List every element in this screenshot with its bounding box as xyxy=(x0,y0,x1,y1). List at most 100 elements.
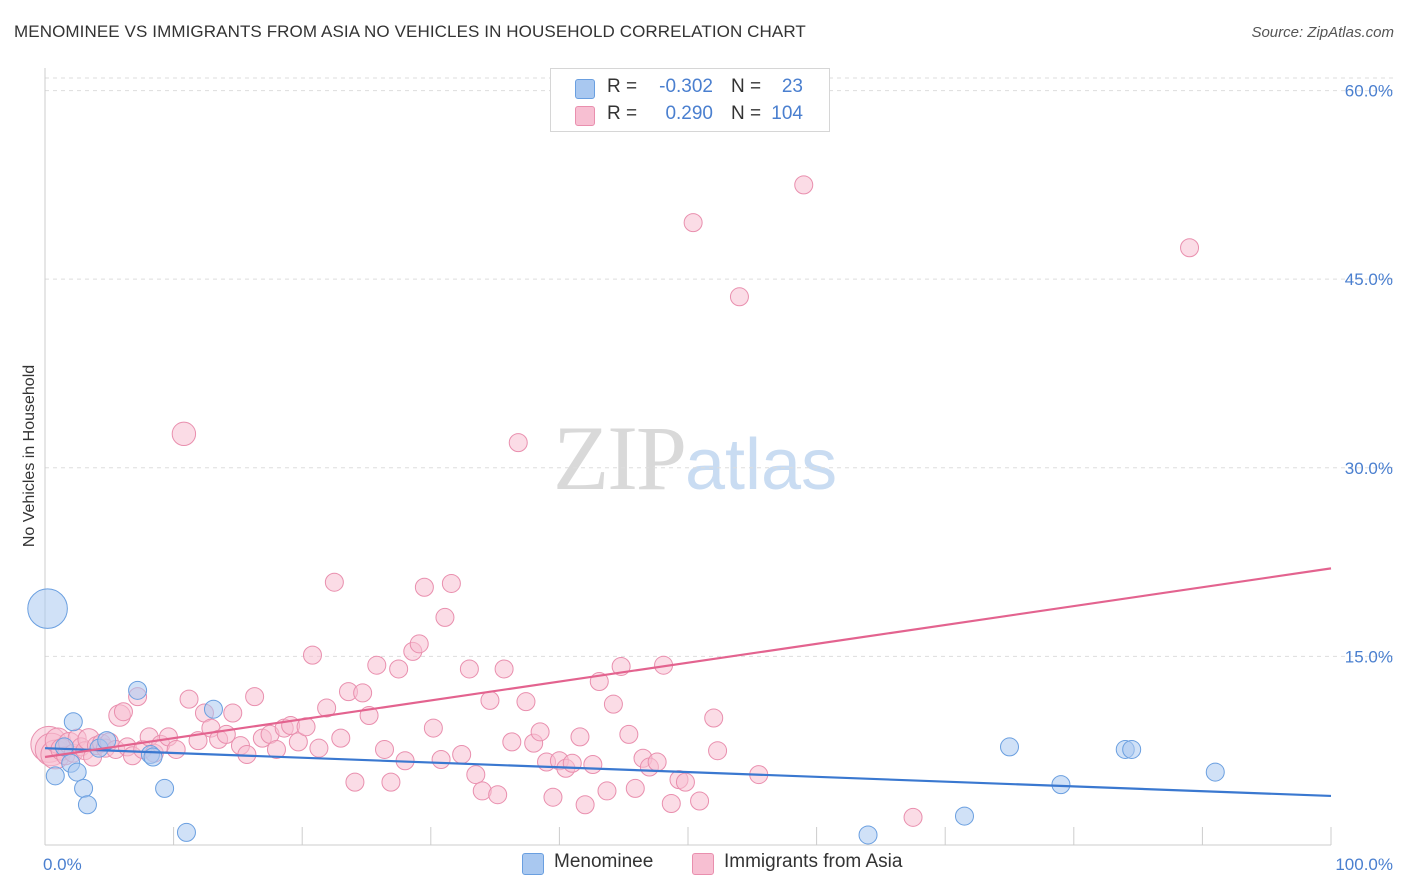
asia-point xyxy=(625,778,645,798)
legend-row-asia: R = 0.290 N = 104 xyxy=(551,102,829,128)
asia-point xyxy=(389,659,409,679)
y-tick-label: 45.0% xyxy=(1345,270,1393,289)
menominee-point xyxy=(54,737,74,757)
asia-point xyxy=(441,573,461,593)
asia-point xyxy=(288,732,308,752)
asia-point xyxy=(704,708,724,728)
axis-layer xyxy=(44,68,1332,846)
tick-layer: 15.0% 30.0% 45.0% 60.0% 0.0% 100.0% xyxy=(43,82,1393,874)
legend-r-value: 0.290 xyxy=(665,103,713,124)
legend-r-value: -0.302 xyxy=(659,76,713,97)
asia-trend-line xyxy=(44,567,1332,759)
asia-point xyxy=(431,749,451,769)
asia-point xyxy=(245,687,265,707)
menominee-trend-line xyxy=(44,747,1332,798)
legend-n-label: N = xyxy=(731,103,762,124)
asia-point xyxy=(435,607,455,627)
menominee-points xyxy=(27,588,1225,845)
series-label-menominee: Menominee xyxy=(554,851,654,872)
asia-point xyxy=(367,655,387,675)
asia-point xyxy=(583,755,603,775)
asia-point xyxy=(409,634,429,654)
trend-layer xyxy=(44,567,1332,798)
asia-point xyxy=(266,739,286,759)
grid-layer xyxy=(45,77,1393,657)
menominee-point xyxy=(155,778,175,798)
asia-point xyxy=(302,645,322,665)
legend-swatch-menominee xyxy=(575,79,595,99)
asia-point xyxy=(794,175,814,195)
asia-point xyxy=(375,739,395,759)
asia-point xyxy=(675,772,695,792)
menominee-point xyxy=(77,795,97,815)
asia-point xyxy=(480,690,500,710)
asia-point xyxy=(309,738,329,758)
legend-swatch-asia xyxy=(575,106,595,126)
legend-r-label: R = xyxy=(607,76,638,97)
y-axis-label: No Vehicles in Household xyxy=(21,365,38,547)
y-tick-label: 60.0% xyxy=(1345,82,1393,101)
correlation-legend: R = -0.302 N = 23 R = 0.290 N = 104 xyxy=(550,68,830,132)
chart-source: Source: ZipAtlas.com xyxy=(1251,24,1394,41)
asia-point xyxy=(647,752,667,772)
asia-point xyxy=(452,744,472,764)
asia-point xyxy=(353,683,373,703)
asia-point xyxy=(113,702,133,722)
menominee-point xyxy=(1205,762,1225,782)
asia-point xyxy=(562,753,582,773)
menominee-point xyxy=(203,699,223,719)
asia-point xyxy=(317,698,337,718)
asia-point xyxy=(575,795,595,815)
legend-n-value: 23 xyxy=(781,76,803,97)
menominee-point xyxy=(63,712,83,732)
asia-point xyxy=(488,785,508,805)
legend-n-value: 104 xyxy=(771,103,803,124)
asia-point xyxy=(414,577,434,597)
menominee-point xyxy=(143,747,163,767)
legend-r-label: R = xyxy=(607,103,638,124)
asia-point xyxy=(543,787,563,807)
menominee-point xyxy=(128,680,148,700)
asia-point xyxy=(570,727,590,747)
asia-point xyxy=(1180,238,1200,258)
asia-point xyxy=(179,689,199,709)
menominee-point xyxy=(176,822,196,842)
asia-point xyxy=(603,694,623,714)
asia-point xyxy=(729,287,749,307)
asia-point xyxy=(171,421,197,447)
x-tick-label: 100.0% xyxy=(1335,855,1393,874)
zipatlas-watermark: ZIPatlas xyxy=(553,405,837,511)
asia-point xyxy=(502,732,522,752)
asia-point xyxy=(619,724,639,744)
asia-point xyxy=(597,781,617,801)
asia-point xyxy=(466,765,486,785)
asia-point xyxy=(903,807,923,827)
menominee-point xyxy=(74,778,94,798)
menominee-point xyxy=(67,762,87,782)
asia-point xyxy=(508,433,528,453)
menominee-point xyxy=(1000,737,1019,757)
asia-points xyxy=(30,175,1200,827)
asia-point xyxy=(381,772,401,792)
menominee-point xyxy=(45,766,65,786)
legend-row-menominee: R = -0.302 N = 23 xyxy=(551,75,829,101)
asia-point xyxy=(516,692,536,712)
asia-point xyxy=(459,659,479,679)
y-tick-label: 15.0% xyxy=(1345,647,1393,666)
series-legend: Menominee Immigrants from Asia xyxy=(0,851,1406,879)
menominee-point xyxy=(954,806,974,826)
series-label-asia: Immigrants from Asia xyxy=(724,851,903,872)
asia-point xyxy=(345,772,365,792)
chart-title: MENOMINEE VS IMMIGRANTS FROM ASIA NO VEH… xyxy=(14,22,806,41)
legend-n-label: N = xyxy=(731,76,762,97)
asia-point xyxy=(324,572,344,592)
asia-point xyxy=(331,728,351,748)
asia-point xyxy=(223,703,243,723)
series-swatch-asia xyxy=(692,853,714,875)
menominee-point xyxy=(858,825,878,845)
asia-point xyxy=(708,741,728,761)
asia-point xyxy=(494,659,514,679)
x-tick-label: 0.0% xyxy=(43,855,82,874)
watermark-atlas: atlas xyxy=(685,425,838,505)
